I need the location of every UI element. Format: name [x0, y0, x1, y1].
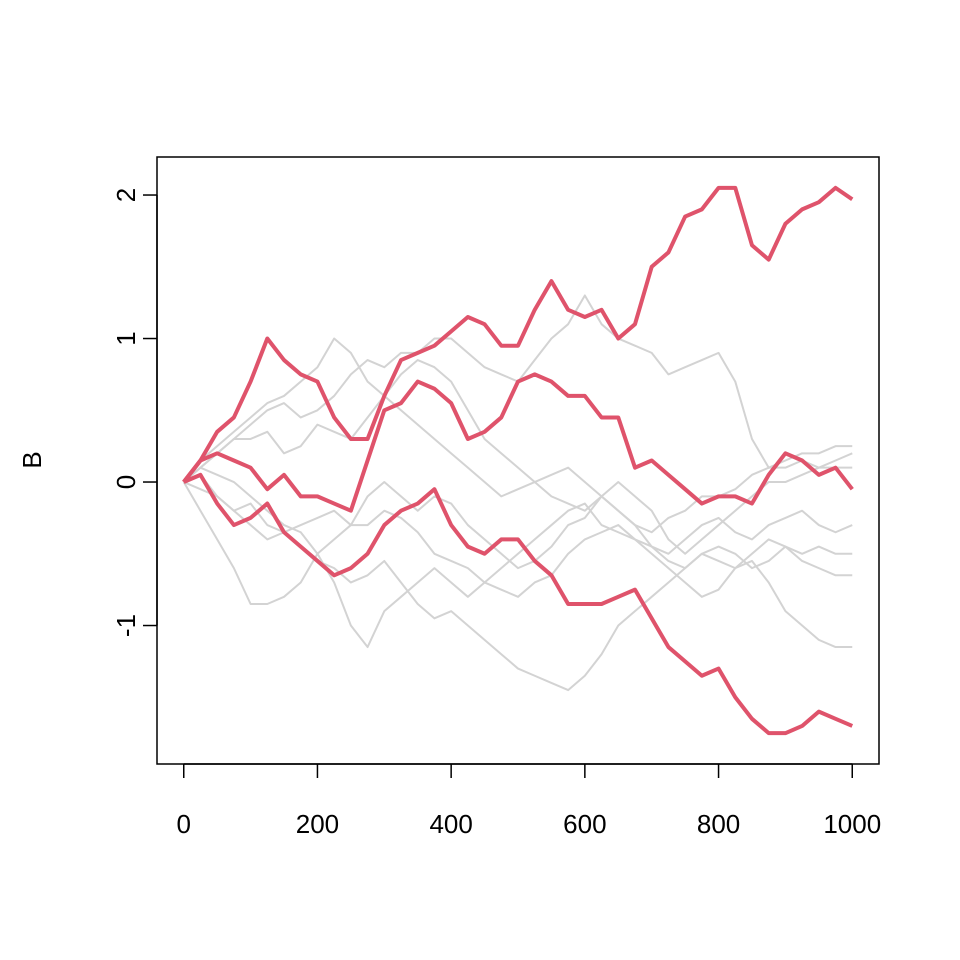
series-line [183, 466, 853, 649]
series-line [182, 372, 854, 513]
series-line [182, 472, 854, 736]
x-tick-label: 200 [296, 809, 339, 839]
series-line [183, 481, 853, 692]
x-tick-label: 400 [429, 809, 472, 839]
y-tick-label: 1 [111, 331, 141, 345]
series-line [183, 359, 853, 555]
y-tick-label: 0 [111, 475, 141, 489]
series-line [182, 185, 854, 484]
series-line [182, 481, 853, 605]
y-tick-label: 2 [111, 188, 141, 202]
y-tick-label: -1 [111, 614, 141, 637]
x-tick-label: 1000 [823, 809, 881, 839]
x-tick-label: 600 [563, 809, 606, 839]
plot-frame [156, 156, 880, 765]
series-line [183, 473, 853, 570]
x-tick-label: 0 [177, 809, 191, 839]
x-tick-label: 800 [697, 809, 740, 839]
series-line [182, 337, 853, 534]
y-axis-label: B [17, 451, 47, 468]
